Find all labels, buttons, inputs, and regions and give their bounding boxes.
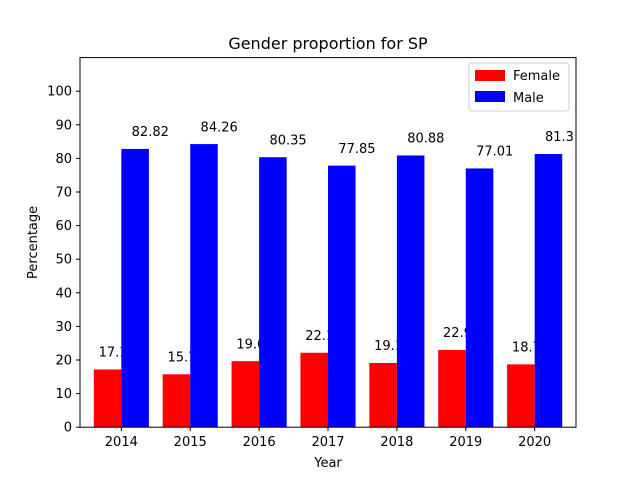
legend-label-female: Female [513, 69, 560, 84]
x-tick-label-2020: 2020 [518, 435, 551, 450]
data-label-male-2017: 77.85 [338, 142, 375, 157]
y-tick-label-70: 70 [55, 186, 72, 201]
data-label-male-2019: 77.01 [476, 145, 513, 160]
legend-label-male: Male [513, 91, 544, 106]
y-tick-label-60: 60 [55, 219, 72, 234]
x-tick-label-2017: 2017 [311, 435, 344, 450]
x-tick-label-2019: 2019 [449, 435, 482, 450]
data-label-male-2020: 81.3 [545, 130, 574, 145]
x-tick-label-2018: 2018 [380, 435, 413, 450]
legend: Female Male [468, 62, 570, 112]
bar-male-2014 [121, 148, 149, 428]
data-label-male-2016: 80.35 [269, 133, 306, 148]
data-label-female-2020: 18.7 [512, 341, 541, 356]
bar-female-2020 [507, 364, 535, 428]
y-tick-label-90: 90 [55, 118, 72, 133]
y-axis-label: Percentage [26, 206, 41, 279]
bar-female-2017 [300, 352, 328, 428]
plot-frame [79, 57, 577, 428]
y-tick-label-30: 30 [55, 320, 72, 335]
bar-male-2020 [534, 154, 563, 428]
bar-male-2019 [465, 168, 494, 428]
chart-title: Gender proportion for SP [228, 34, 428, 53]
bar-female-2016 [231, 361, 260, 428]
x-tick-label-2016: 2016 [243, 435, 276, 450]
y-tick-label-40: 40 [55, 286, 72, 301]
data-label-male-2018: 80.88 [407, 132, 444, 147]
bar-female-2018 [369, 362, 397, 428]
bar-female-2014 [93, 369, 122, 428]
bar-female-2015 [162, 374, 191, 428]
y-tick-label-80: 80 [55, 152, 72, 167]
bar-male-2017 [328, 165, 356, 428]
y-tick-label-50: 50 [55, 253, 72, 268]
x-axis-label: Year [313, 456, 342, 471]
x-tick-label-2014: 2014 [105, 435, 138, 450]
y-tick-label-20: 20 [55, 354, 72, 369]
legend-swatch-male [475, 91, 505, 102]
legend-swatch-female [475, 70, 505, 81]
data-label-male-2015: 84.26 [201, 120, 238, 135]
bar-female-2019 [438, 349, 466, 428]
bar-male-2016 [259, 157, 287, 428]
x-tick-label-2015: 2015 [174, 435, 207, 450]
y-tick-label-0: 0 [64, 421, 72, 436]
y-tick-label-100: 100 [47, 85, 72, 100]
bar-male-2018 [396, 155, 425, 428]
bar-male-2015 [190, 144, 218, 428]
data-label-male-2014: 82.82 [132, 125, 169, 140]
y-tick-label-10: 10 [55, 387, 72, 402]
